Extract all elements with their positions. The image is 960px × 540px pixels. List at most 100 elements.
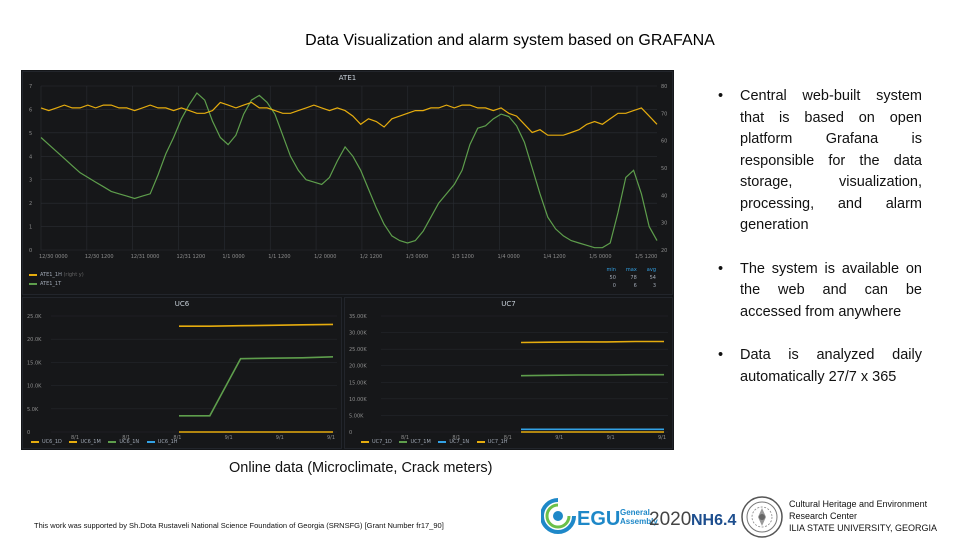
stat-header[interactable]: min xyxy=(606,267,616,273)
legend-label: ATE1_1H xyxy=(40,272,62,278)
stat-cell: 0 xyxy=(612,283,616,289)
y-right-tick-label: 30 xyxy=(661,221,667,227)
legend-item-ate1-1h[interactable]: ATE1_1H (right y) xyxy=(29,272,84,278)
ate1-chart: 0 1 2 3 4 5 6 7 20 30 40 50 60 70 80 12/30 0000 12/30 12… xyxy=(29,84,667,260)
x-tick-label: 1/3 0000 xyxy=(406,254,428,260)
x-tick-label: 1/1 0000 xyxy=(222,254,244,260)
session-code: NH6.4 xyxy=(691,512,736,529)
y-tick-label: 0 xyxy=(27,430,30,436)
y-left-tick-label: 3 xyxy=(29,178,32,184)
x-tick-label: 1/5 1200 xyxy=(635,254,657,260)
uc6-panel[interactable]: UC6 0 5.0K 10.0K 15.0K 20.0K 25.0K 8/1 8/1 8/1 9/… xyxy=(22,297,342,449)
y-left-tick-label: 7 xyxy=(29,84,32,90)
ate1-panel-title: ATE1 xyxy=(338,74,357,82)
x-tick-label: 1/1 1200 xyxy=(268,254,290,260)
y-tick-label: 5.00K xyxy=(349,413,364,419)
x-tick-label: 12/30 0000 xyxy=(39,254,68,260)
legend-label: UC6_1N xyxy=(119,439,140,445)
y-left-tick-label: 4 xyxy=(29,154,32,160)
y-right-tick-label: 20 xyxy=(661,248,667,254)
bullet-item: Data is analyzed daily automatically 27/… xyxy=(712,345,922,388)
legend-item[interactable]: UC6_1N xyxy=(108,439,139,445)
slide-title: Data Visualization and alarm system base… xyxy=(305,32,715,49)
series-line xyxy=(179,323,334,327)
egu-sub1: General xyxy=(620,508,650,517)
y-tick-label: 25.0K xyxy=(27,314,42,320)
legend-item[interactable]: UC7_1M xyxy=(399,439,431,445)
y-left-tick-label: 1 xyxy=(29,225,32,231)
legend-item[interactable]: UC6_1H xyxy=(146,439,178,445)
x-tick-label: 8/1 xyxy=(401,435,409,441)
uc7-panel-title: UC7 xyxy=(501,300,516,308)
legend-item-ate1-1t[interactable]: ATE1_1T xyxy=(29,281,84,287)
legend-swatch xyxy=(438,440,447,443)
stat-header[interactable]: max xyxy=(625,267,637,273)
y-tick-label: 20.0K xyxy=(27,337,42,343)
uc6-chart: 0 5.0K 10.0K 15.0K 20.0K 25.0K 8/1 8/1 8/1 9/1 9/1… xyxy=(27,314,337,441)
y-right-tick-label: 60 xyxy=(661,139,667,145)
stat-cell: 3 xyxy=(652,283,656,289)
y-tick-label: 15.00K xyxy=(349,380,367,386)
legend-swatch xyxy=(476,440,485,443)
egu-year: 2020 xyxy=(649,509,691,530)
stat-cell: 6 xyxy=(633,283,637,289)
ate1-legend: ATE1_1H (right y) ATE1_1T xyxy=(29,272,84,287)
legend-swatch-orange xyxy=(29,273,37,276)
x-tick-label: 8/1 xyxy=(173,435,181,441)
y-tick-label: 10.0K xyxy=(27,384,42,390)
legend-swatch xyxy=(31,440,39,443)
uc6-panel-title: UC6 xyxy=(174,300,190,308)
ilia-university-seal-icon xyxy=(741,496,783,538)
ate1-panel[interactable]: ATE1 0 1 2 3 4 5 6 7 20 30 40 50 60 70 80 12/30 0000 12/… xyxy=(22,71,673,295)
org-line: Research Center xyxy=(789,511,858,521)
series-line xyxy=(520,373,664,377)
y-right-tick-label: 80 xyxy=(661,84,667,90)
stat-header[interactable]: avg xyxy=(646,267,656,273)
x-tick-label: 9/1 xyxy=(658,435,666,441)
grafana-dashboard[interactable]: ATE1 0 1 2 3 4 5 6 7 20 30 40 50 60 70 80 12/30 0000 12/… xyxy=(21,70,674,450)
x-tick-label: 12/31 0000 xyxy=(131,254,160,260)
ate1-stats-table: min max avg 50 78 54 0 6 3 xyxy=(600,265,662,291)
legend-item[interactable]: UC7_1H xyxy=(476,439,508,445)
legend-item[interactable]: UC6_1D xyxy=(31,439,62,445)
legend-label: UC6_1D xyxy=(42,439,62,445)
y-tick-label: 0 xyxy=(349,430,352,436)
acknowledgement-text: This work was supported by Sh.Dota Rusta… xyxy=(34,521,444,530)
uc7-chart: 0 5.00K 10.00K 15.00K 20.00K 25.00K 30.00K 35.0… xyxy=(349,314,668,441)
x-tick-label: 9/1 xyxy=(276,435,284,441)
uc7-panel[interactable]: UC7 0 5.00K 10.00K 15.00K 20.00K 25.00K 30.00K… xyxy=(344,297,673,449)
y-right-tick-label: 40 xyxy=(661,193,667,199)
legend-swatch xyxy=(399,440,408,443)
y-right-tick-label: 50 xyxy=(661,166,667,172)
x-tick-label: 12/30 1200 xyxy=(85,254,114,260)
x-tick-label: 8/1 xyxy=(71,435,79,441)
y-tick-label: 20.00K xyxy=(349,364,367,370)
legend-label: UC6_1M xyxy=(80,439,101,445)
x-tick-label: 1/5 0000 xyxy=(589,254,611,260)
legend-label: UC7_1N xyxy=(449,439,470,445)
legend-label: UC7_1M xyxy=(410,439,431,445)
series-line-ate1-1h xyxy=(40,101,658,136)
legend-item[interactable]: UC7_1D xyxy=(361,439,392,445)
y-right-tick-label: 70 xyxy=(661,111,667,117)
x-tick-label: 1/4 1200 xyxy=(543,254,565,260)
legend-label: UC6_1H xyxy=(157,439,178,445)
org-line: ILIA STATE UNIVERSITY, GEORGIA xyxy=(789,523,938,533)
x-tick-label: 1/4 0000 xyxy=(497,254,519,260)
legend-swatch xyxy=(146,440,155,443)
x-tick-label: 1/2 1200 xyxy=(360,254,382,260)
x-tick-label: 1/3 1200 xyxy=(452,254,474,260)
series-line xyxy=(179,356,334,417)
egu-sub2: Assembly xyxy=(620,517,658,526)
x-tick-label: 8/1 xyxy=(122,435,130,441)
legend-swatch xyxy=(361,440,369,443)
legend-item[interactable]: UC7_1N xyxy=(438,439,469,445)
legend-item[interactable]: UC6_1M xyxy=(69,439,101,445)
x-tick-label: 1/2 0000 xyxy=(314,254,336,260)
figure-caption: Online data (Microclimate, Crack meters) xyxy=(229,460,493,476)
y-tick-label: 15.0K xyxy=(27,360,42,366)
egu-text: EGU xyxy=(577,508,620,530)
series-line-ate1-1t xyxy=(40,92,658,249)
x-tick-label: 9/1 xyxy=(327,435,335,441)
legend-suffix: (right y) xyxy=(63,272,84,278)
